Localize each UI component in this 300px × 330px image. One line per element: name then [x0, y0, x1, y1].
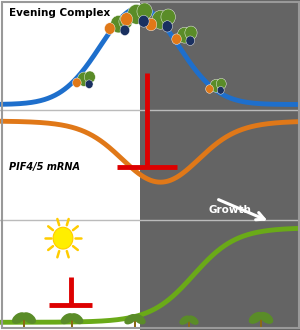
Bar: [23, 314, 25, 328]
Circle shape: [85, 80, 93, 88]
Circle shape: [121, 13, 133, 26]
Ellipse shape: [188, 315, 199, 325]
Circle shape: [185, 26, 197, 40]
Ellipse shape: [22, 312, 36, 324]
Circle shape: [128, 4, 146, 24]
Circle shape: [161, 9, 176, 25]
Ellipse shape: [249, 312, 263, 324]
Ellipse shape: [179, 315, 191, 325]
Bar: [188, 317, 190, 328]
Text: Evening Complex: Evening Complex: [9, 8, 110, 18]
Circle shape: [73, 78, 81, 87]
Circle shape: [84, 71, 95, 83]
Bar: [71, 315, 73, 328]
Circle shape: [186, 36, 195, 46]
Circle shape: [77, 72, 91, 86]
Circle shape: [120, 25, 130, 36]
Circle shape: [177, 27, 192, 43]
Bar: [260, 314, 262, 328]
Bar: [140, 0, 300, 330]
Circle shape: [162, 21, 172, 32]
Circle shape: [111, 16, 126, 33]
Bar: [134, 316, 136, 328]
Circle shape: [216, 79, 226, 89]
Circle shape: [119, 14, 132, 29]
Circle shape: [104, 23, 115, 34]
Circle shape: [206, 85, 214, 93]
Ellipse shape: [70, 313, 83, 324]
Circle shape: [53, 227, 73, 249]
Circle shape: [210, 80, 222, 92]
Circle shape: [217, 86, 224, 94]
Ellipse shape: [61, 313, 74, 324]
Text: PIF4/5 mRNA: PIF4/5 mRNA: [9, 162, 80, 172]
Circle shape: [137, 3, 152, 20]
Circle shape: [152, 11, 169, 29]
Text: Growth: Growth: [208, 205, 251, 215]
Ellipse shape: [259, 312, 273, 324]
Circle shape: [146, 18, 157, 31]
Circle shape: [138, 15, 149, 27]
Circle shape: [172, 34, 182, 45]
Ellipse shape: [12, 312, 26, 324]
Ellipse shape: [124, 314, 136, 324]
Ellipse shape: [134, 314, 146, 324]
